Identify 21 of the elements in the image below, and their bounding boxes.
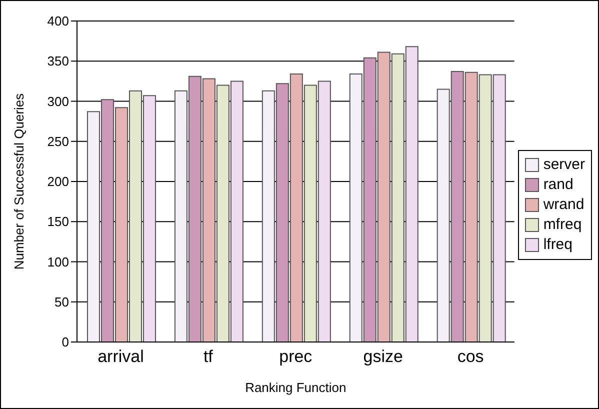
legend-label: server (543, 154, 585, 174)
y-tick-label: 400 (47, 14, 69, 29)
x-tick-label: prec (279, 347, 313, 366)
y-tick-label: 100 (47, 254, 69, 270)
y-tick-label: 50 (54, 294, 69, 310)
y-tick-label: 150 (47, 214, 69, 230)
x-tick-label: gsize (363, 347, 403, 366)
legend-label: wrand (543, 194, 584, 214)
legend-label: mfreq (543, 214, 582, 234)
x-axis-title: Ranking Function (245, 380, 346, 395)
y-tick-label: 0 (62, 334, 69, 350)
x-tick-label: arrival (98, 347, 144, 366)
y-tick-label: 250 (47, 134, 69, 149)
legend-label: rand (543, 174, 574, 194)
x-tick-label: tf (203, 347, 214, 366)
y-tick-label: 350 (47, 54, 69, 69)
legend-label: lfreq (543, 234, 572, 254)
x-tick-label: cos (457, 347, 484, 366)
y-axis-title: Number of Successful Queries (12, 92, 27, 270)
y-tick-label: 300 (47, 94, 69, 109)
y-tick-label: 200 (47, 174, 69, 190)
